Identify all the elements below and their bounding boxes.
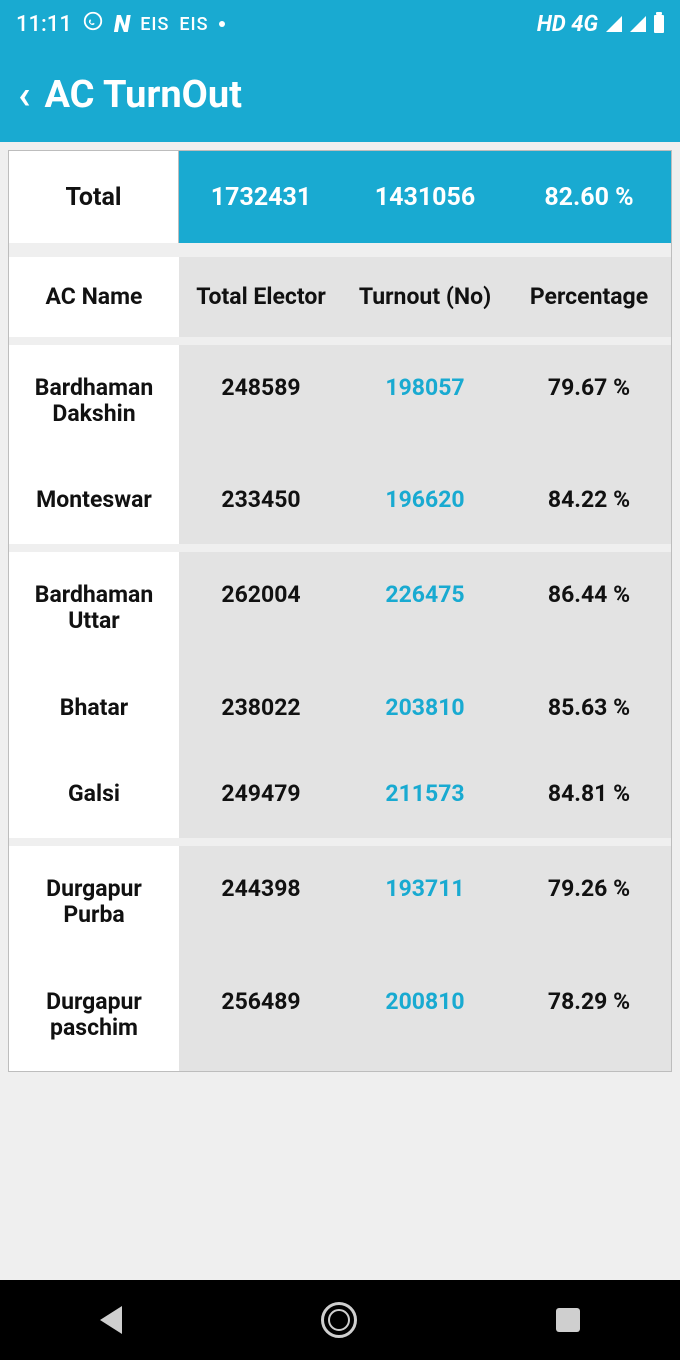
header-percentage: Percentage [507,257,671,337]
row-name: Bardhaman Dakshin [9,345,179,458]
table-row[interactable]: Bardhaman Uttar26200422647586.44 % [9,552,671,665]
table-row[interactable]: Galsi24947921157384.81 % [9,751,671,837]
page-title: AC TurnOut [44,73,242,117]
row-percentage: 79.26 % [507,846,671,959]
header-turnout: Turnout (No) [343,257,507,337]
row-turnout: 203810 [343,665,507,751]
row-elector: 244398 [179,846,343,959]
row-percentage: 79.67 % [507,345,671,458]
status-time: 11:11 [16,12,72,37]
table-row[interactable]: Durgapur paschim25648920081078.29 % [9,959,671,1072]
total-percentage: 82.60 % [507,151,671,243]
back-icon[interactable]: ‹ [18,75,30,115]
row-turnout: 226475 [343,552,507,665]
row-elector: 262004 [179,552,343,665]
turnout-table: Total 1732431 1431056 82.60 % AC Name To… [8,150,672,1072]
signal-icon [606,16,622,32]
android-nav-bar [0,1280,680,1360]
app-bar: ‹ AC TurnOut [0,48,680,142]
table-row[interactable]: Durgapur Purba24439819371179.26 % [9,846,671,959]
header-name: AC Name [9,257,179,337]
row-turnout: 200810 [343,959,507,1072]
row-turnout: 198057 [343,345,507,458]
nav-home-icon[interactable] [321,1302,357,1338]
row-percentage: 86.44 % [507,552,671,665]
status-dot-icon [219,21,225,27]
status-bar: 11:11 N EIS EIS HD 4G [0,0,680,48]
nav-back-icon[interactable] [100,1306,122,1334]
row-elector: 238022 [179,665,343,751]
row-percentage: 78.29 % [507,959,671,1072]
battery-icon [654,15,664,33]
table-row[interactable]: Bardhaman Dakshin24858919805779.67 % [9,345,671,458]
table-row[interactable]: Bhatar23802220381085.63 % [9,665,671,751]
total-row: Total 1732431 1431056 82.60 % [9,151,671,243]
total-elector: 1732431 [179,151,343,243]
row-percentage: 85.63 % [507,665,671,751]
n-icon: N [114,10,130,38]
row-name: Bardhaman Uttar [9,552,179,665]
row-elector: 248589 [179,345,343,458]
row-name: Durgapur paschim [9,959,179,1072]
row-name: Monteswar [9,457,179,543]
total-label: Total [9,151,179,243]
row-percentage: 84.22 % [507,457,671,543]
whatsapp-icon [82,10,104,38]
row-elector: 249479 [179,751,343,837]
row-name: Bhatar [9,665,179,751]
row-turnout: 196620 [343,457,507,543]
row-elector: 256489 [179,959,343,1072]
row-name: Galsi [9,751,179,837]
network-label: HD 4G [537,12,598,37]
table-header-row: AC Name Total Elector Turnout (No) Perce… [9,257,671,337]
nav-recent-icon[interactable] [556,1308,580,1332]
total-turnout: 1431056 [343,151,507,243]
status-label-2: EIS [179,14,208,35]
row-turnout: 193711 [343,846,507,959]
table-row[interactable]: Monteswar23345019662084.22 % [9,457,671,543]
header-elector: Total Elector [179,257,343,337]
row-turnout: 211573 [343,751,507,837]
signal-icon-2 [630,16,646,32]
status-label-1: EIS [140,14,169,35]
row-elector: 233450 [179,457,343,543]
content-area: Total 1732431 1431056 82.60 % AC Name To… [0,142,680,1280]
row-name: Durgapur Purba [9,846,179,959]
row-percentage: 84.81 % [507,751,671,837]
